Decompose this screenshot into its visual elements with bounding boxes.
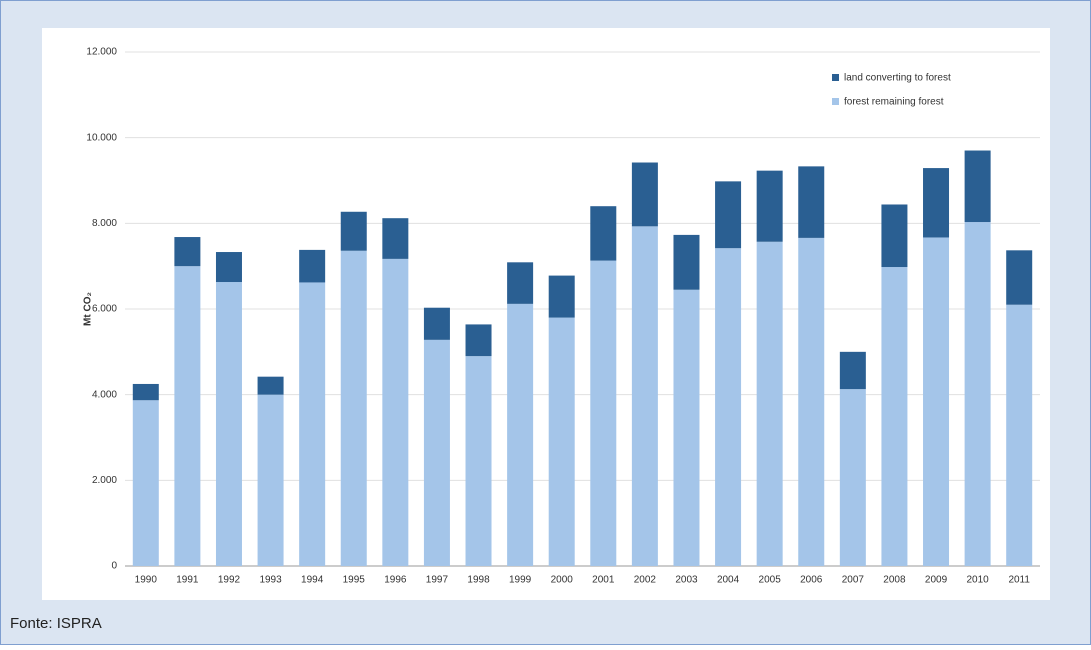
bar-segment (340, 211, 367, 251)
x-tick-label: 2009 (925, 575, 948, 586)
x-tick-label: 1997 (426, 575, 449, 586)
legend-label: forest remaining forest (844, 97, 944, 108)
bar-segment (590, 206, 617, 261)
x-tick-label: 1996 (384, 575, 407, 586)
x-tick-label: 2002 (634, 575, 657, 586)
bar-segment (382, 258, 409, 566)
bar-segment (174, 237, 201, 267)
x-tick-label: 2000 (551, 575, 574, 586)
bar-segment (590, 260, 617, 566)
x-tick-label: 1991 (176, 575, 199, 586)
source-note: Fonte: ISPRA (10, 615, 102, 632)
bar-segment (839, 389, 866, 566)
bar-segment (423, 339, 450, 566)
bar-segment (715, 181, 742, 249)
bar-segment (923, 237, 950, 567)
x-tick-label: 2005 (759, 575, 782, 586)
bar-segment (631, 162, 658, 227)
y-tick-label: 6.000 (92, 304, 117, 315)
legend-label: land converting to forest (844, 73, 951, 84)
bar-segment (964, 222, 991, 566)
y-tick-label: 10.000 (86, 132, 117, 143)
bar-segment (174, 266, 201, 566)
bar-segment (465, 324, 492, 357)
x-tick-label: 1990 (135, 575, 158, 586)
x-tick-label: 2008 (883, 575, 906, 586)
x-tick-label: 1999 (509, 575, 532, 586)
y-tick-label: 4.000 (92, 389, 117, 400)
bar-segment (798, 237, 825, 566)
bar-segment (507, 303, 534, 566)
bar-segment (1006, 304, 1033, 566)
y-tick-label: 12.000 (86, 47, 117, 58)
legend-swatch (832, 98, 839, 105)
bar-segment (756, 170, 783, 242)
bar-segment (465, 356, 492, 566)
x-tick-label: 1992 (218, 575, 241, 586)
bar-segment (881, 204, 908, 268)
x-tick-label: 2007 (842, 575, 865, 586)
x-tick-label: 2011 (1008, 575, 1030, 586)
x-tick-label: 2006 (800, 575, 823, 586)
bar-segment (548, 317, 575, 566)
bar-segment (507, 262, 534, 304)
bar-segment (673, 289, 700, 566)
x-tick-label: 1998 (467, 575, 490, 586)
bar-segment (881, 267, 908, 566)
x-tick-label: 2003 (675, 575, 698, 586)
bar-segment (756, 241, 783, 567)
bar-segment (340, 250, 367, 566)
x-tick-label: 1995 (343, 575, 366, 586)
bar-segment (215, 252, 242, 283)
bar-segment (423, 307, 450, 340)
bar-segment (215, 282, 242, 566)
legend-swatch (832, 74, 839, 81)
bar-segment (132, 400, 159, 566)
x-tick-label: 1994 (301, 575, 324, 586)
y-tick-label: 8.000 (92, 218, 117, 229)
y-tick-label: 2.000 (92, 475, 117, 486)
bar-segment (257, 376, 284, 395)
x-tick-label: 1993 (259, 575, 282, 586)
x-tick-label: 2004 (717, 575, 740, 586)
bar-segment (673, 234, 700, 290)
bar-segment (631, 226, 658, 566)
bar-segment (382, 218, 409, 259)
bar-segment (839, 351, 866, 390)
x-tick-label: 2001 (592, 575, 615, 586)
bar-segment (798, 166, 825, 238)
bar-segment (1006, 250, 1033, 305)
bar-segment (715, 248, 742, 566)
bar-segment (257, 394, 284, 566)
y-axis-label: Mt CO₂ (83, 292, 94, 326)
x-tick-label: 2010 (966, 575, 989, 586)
bar-segment (299, 249, 326, 283)
bar-segment (964, 150, 991, 223)
bar-segment (132, 383, 159, 401)
y-tick-label: 0 (111, 561, 117, 572)
bar-segment (548, 275, 575, 318)
bar-segment (299, 282, 326, 566)
bar-segment (923, 168, 950, 238)
